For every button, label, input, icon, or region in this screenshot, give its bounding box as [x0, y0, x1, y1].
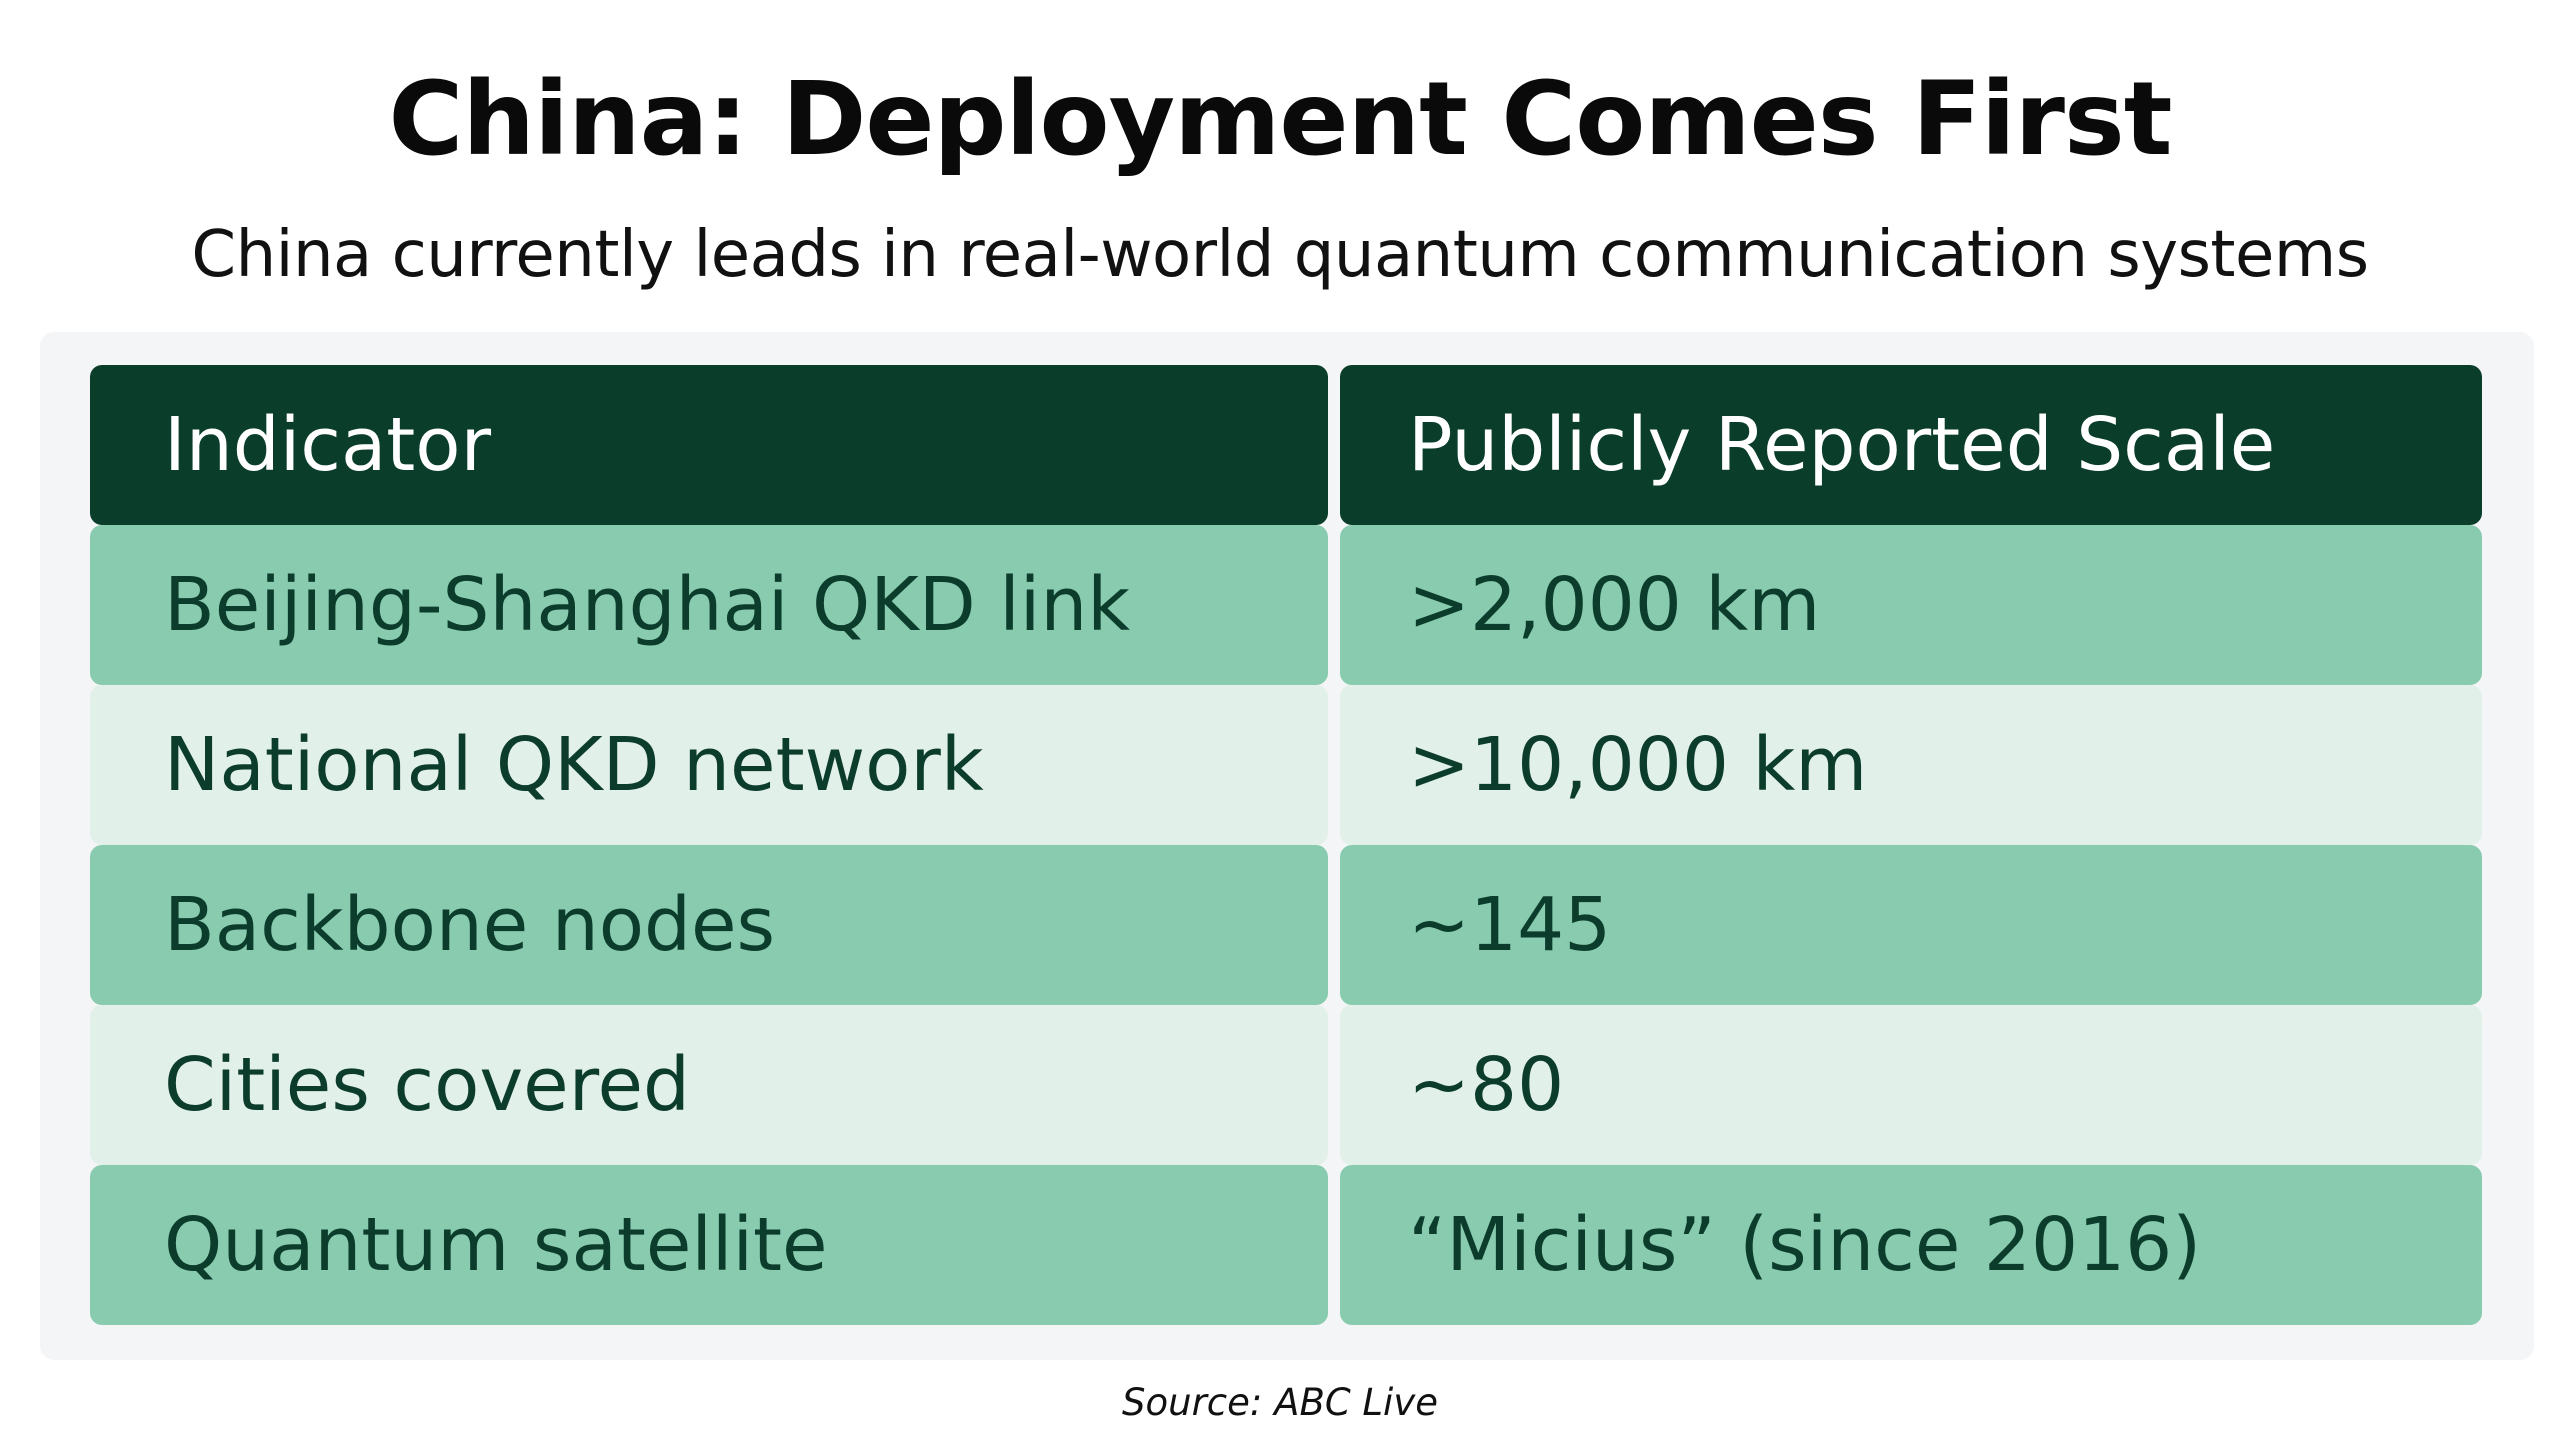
scale-cell: >2,000 km: [1340, 525, 2482, 685]
page-title: China: Deployment Comes First: [388, 60, 2173, 179]
indicator-cell: National QKD network: [90, 685, 1328, 845]
scale-cell: >10,000 km: [1340, 685, 2482, 845]
table-row: Beijing-Shanghai QKD link >2,000 km: [90, 525, 2482, 685]
table-row: National QKD network >10,000 km: [90, 685, 2482, 845]
page-subtitle: China currently leads in real-world quan…: [191, 218, 2369, 292]
table-row: Quantum satellite “Micius” (since 2016): [90, 1165, 2482, 1325]
indicator-cell: Backbone nodes: [90, 845, 1328, 1005]
table-row: Backbone nodes ~145: [90, 845, 2482, 1005]
indicator-cell: Beijing-Shanghai QKD link: [90, 525, 1328, 685]
header-publicly-reported-scale: Publicly Reported Scale: [1340, 365, 2482, 525]
table-header-row: Indicator Publicly Reported Scale: [90, 365, 2482, 525]
indicator-cell: Cities covered: [90, 1005, 1328, 1165]
indicator-cell: Quantum satellite: [90, 1165, 1328, 1325]
source-caption: Source: ABC Live: [1122, 1381, 1438, 1424]
table-row: Cities covered ~80: [90, 1005, 2482, 1165]
scale-cell: ~145: [1340, 845, 2482, 1005]
scale-cell: ~80: [1340, 1005, 2482, 1165]
scale-cell: “Micius” (since 2016): [1340, 1165, 2482, 1325]
data-table: Indicator Publicly Reported Scale Beijin…: [90, 365, 2482, 1327]
header-indicator: Indicator: [90, 365, 1328, 525]
